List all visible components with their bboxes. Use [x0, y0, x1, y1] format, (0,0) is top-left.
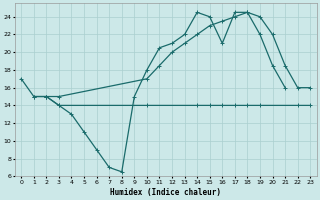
X-axis label: Humidex (Indice chaleur): Humidex (Indice chaleur) [110, 188, 221, 197]
